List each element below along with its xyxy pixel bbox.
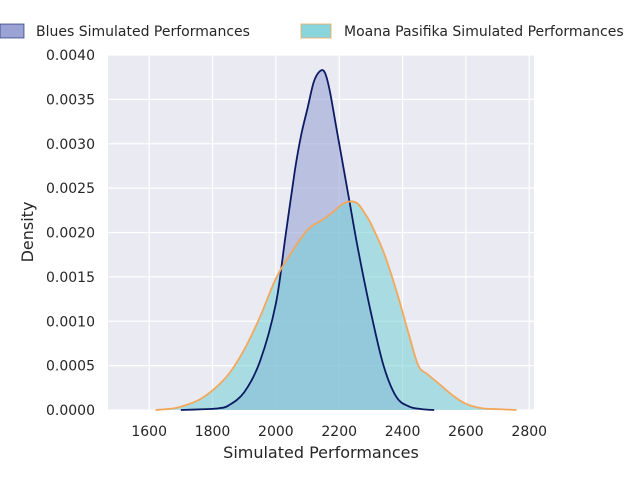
blues-density-line — [180, 69, 435, 411]
legend-label-blues: Blues Simulated Performances — [36, 24, 250, 40]
series-layer — [155, 69, 517, 411]
x-tick-label: 2000 — [258, 424, 294, 440]
y-tick-label: 0.0025 — [46, 181, 95, 197]
y-tick-label: 0.0005 — [46, 359, 95, 375]
x-tick-label: 2800 — [511, 424, 547, 440]
y-tick-label: 0.0030 — [46, 137, 95, 153]
x-axis: 1600 1800 2000 2200 2400 2600 2800 — [131, 424, 547, 440]
legend-swatch-moana — [300, 23, 332, 39]
y-tick-label: 0.0000 — [46, 403, 95, 419]
y-tick-label: 0.0010 — [46, 314, 95, 330]
x-tick-label: 1800 — [195, 424, 231, 440]
y-tick-label: 0.0015 — [46, 270, 95, 286]
legend-label-moana: Moana Pasifika Simulated Performances — [344, 24, 624, 40]
y-tick-label: 0.0040 — [46, 48, 95, 64]
moana-density-area — [155, 201, 517, 410]
x-tick-label: 1600 — [131, 424, 167, 440]
legend-swatch-blues — [0, 23, 25, 39]
y-tick-label: 0.0020 — [46, 226, 95, 242]
x-tick-label: 2200 — [321, 424, 357, 440]
x-tick-label: 2400 — [385, 424, 421, 440]
y-axis: 0.0000 0.0005 0.0010 0.0015 0.0020 0.0025 0.00… — [46, 48, 95, 419]
x-tick-label: 2600 — [448, 424, 484, 440]
x-axis-label: Simulated Performances — [223, 443, 419, 462]
y-tick-label: 0.0035 — [46, 92, 95, 108]
moana-density-line — [155, 200, 517, 411]
y-axis-label: Density — [18, 202, 37, 263]
legend: Blues Simulated Performances Moana Pasif… — [0, 23, 624, 40]
